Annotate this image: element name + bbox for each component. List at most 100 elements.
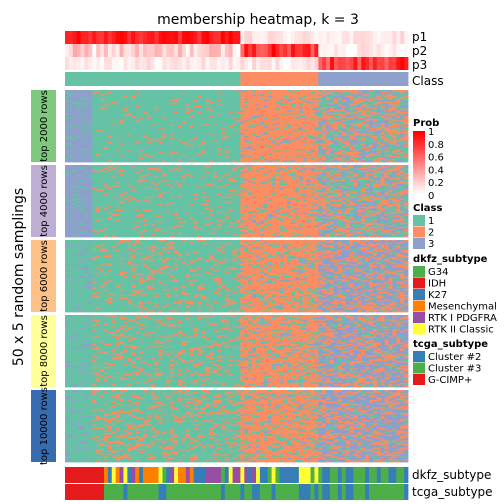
- membership-cell: [142, 104, 148, 107]
- membership-cell: [170, 98, 175, 101]
- membership-cell: [107, 95, 113, 98]
- membership-cell: [322, 115, 327, 118]
- membership-cell: [345, 92, 350, 95]
- class-cell: [232, 72, 237, 86]
- membership-cell: [259, 108, 265, 111]
- membership-cell: [224, 97, 230, 100]
- membership-cell: [400, 101, 405, 104]
- membership-cell: [162, 98, 167, 101]
- membership-cell: [333, 92, 339, 95]
- membership-cell: [131, 105, 136, 108]
- top-annotation-label: p1: [412, 30, 427, 44]
- membership-cell: [72, 101, 78, 104]
- membership-cell: [174, 101, 179, 104]
- membership-cell: [267, 98, 272, 101]
- prob-cell: [170, 57, 175, 70]
- membership-cell: [244, 101, 249, 104]
- prob-cell: [240, 31, 245, 44]
- membership-cell: [283, 102, 288, 105]
- membership-cell: [111, 98, 117, 101]
- membership-cell: [185, 102, 191, 105]
- membership-cell: [170, 102, 175, 105]
- class-cell: [294, 72, 300, 86]
- membership-cell: [357, 97, 362, 100]
- membership-cell: [322, 104, 327, 107]
- membership-cell: [80, 108, 85, 111]
- membership-cell: [369, 110, 374, 112]
- membership-cell: [65, 117, 70, 120]
- membership-cell: [65, 90, 70, 92]
- prob-cell: [232, 57, 237, 70]
- prob-cell: [201, 44, 206, 57]
- membership-cell: [193, 95, 198, 98]
- membership-cell: [384, 113, 389, 115]
- membership-cell: [275, 90, 280, 92]
- prob-cell: [88, 31, 93, 44]
- membership-cell: [248, 97, 253, 100]
- membership-cell: [92, 92, 97, 95]
- membership-cell: [263, 108, 269, 111]
- membership-cell: [322, 95, 327, 98]
- membership-cell: [271, 107, 276, 110]
- membership-cell: [392, 115, 397, 118]
- membership-cell: [306, 160, 311, 163]
- membership-cell: [84, 98, 89, 101]
- membership-cell: [76, 104, 81, 107]
- class-cell: [333, 72, 339, 86]
- membership-cell: [139, 110, 144, 112]
- membership-cell: [76, 92, 81, 95]
- membership-cell: [384, 92, 389, 95]
- class-cell: [201, 72, 206, 86]
- membership-cell: [158, 113, 163, 115]
- membership-cell: [111, 160, 117, 163]
- membership-cell: [150, 91, 156, 94]
- membership-cell: [213, 101, 218, 104]
- membership-cell: [400, 95, 405, 98]
- prob-cell: [139, 57, 144, 70]
- membership-cell: [142, 111, 148, 114]
- membership-cell: [388, 101, 393, 104]
- membership-cell: [392, 100, 397, 102]
- membership-cell: [330, 92, 335, 95]
- prob-cell: [392, 31, 397, 44]
- membership-cell: [217, 110, 222, 112]
- membership-cell: [310, 111, 315, 114]
- prob-cell: [197, 57, 202, 70]
- membership-cell: [298, 94, 304, 97]
- membership-cell: [287, 101, 292, 104]
- membership-cell: [103, 92, 109, 95]
- prob-cell: [302, 57, 308, 70]
- membership-cell: [76, 95, 81, 98]
- prob-cell: [326, 31, 331, 44]
- membership-cell: [162, 95, 167, 98]
- membership-cell: [365, 111, 370, 114]
- class-cell: [314, 72, 319, 86]
- membership-cell: [217, 113, 222, 115]
- membership-cell: [252, 115, 257, 118]
- prob-cell: [162, 31, 167, 44]
- membership-cell: [119, 97, 124, 100]
- membership-cell: [279, 90, 284, 92]
- membership-cell: [201, 110, 206, 112]
- membership-cell: [337, 108, 343, 111]
- membership-cell: [372, 91, 378, 94]
- membership-cell: [337, 113, 343, 115]
- class-cell: [244, 72, 249, 86]
- membership-cell: [80, 97, 85, 100]
- membership-cell: [146, 110, 152, 112]
- prob-cell: [396, 57, 401, 70]
- membership-cell: [396, 97, 401, 100]
- membership-cell: [298, 115, 304, 118]
- membership-cell: [271, 111, 276, 114]
- membership-cell: [224, 102, 230, 105]
- membership-cell: [115, 105, 120, 108]
- membership-cell: [298, 114, 304, 117]
- class-cell: [193, 72, 198, 86]
- membership-cell: [154, 101, 159, 104]
- membership-cell: [84, 100, 89, 102]
- membership-cell: [271, 100, 276, 102]
- membership-cell: [353, 160, 358, 163]
- membership-cell: [294, 95, 300, 98]
- membership-cell: [396, 110, 401, 112]
- prob-cell: [287, 44, 292, 57]
